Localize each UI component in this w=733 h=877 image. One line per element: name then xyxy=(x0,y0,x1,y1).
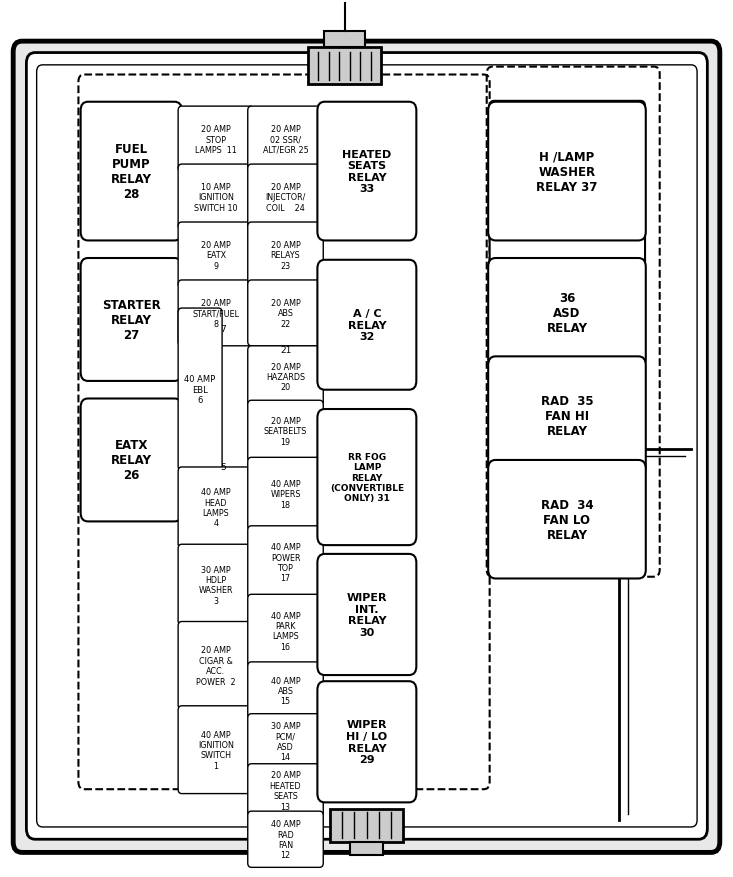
Text: 30 AMP
PCM/
ASD
14: 30 AMP PCM/ ASD 14 xyxy=(270,722,301,761)
Text: 20 AMP
SEATBELTS
19: 20 AMP SEATBELTS 19 xyxy=(264,417,307,446)
Text: 40 AMP
IGNITION
SWITCH
1: 40 AMP IGNITION SWITCH 1 xyxy=(198,730,234,770)
FancyBboxPatch shape xyxy=(178,309,222,471)
FancyBboxPatch shape xyxy=(248,526,323,599)
FancyBboxPatch shape xyxy=(248,714,323,769)
FancyBboxPatch shape xyxy=(248,346,323,408)
Text: FUEL
PUMP
RELAY
28: FUEL PUMP RELAY 28 xyxy=(111,143,152,201)
Text: 20 AMP
ABS
22: 20 AMP ABS 22 xyxy=(270,299,301,328)
FancyBboxPatch shape xyxy=(488,259,646,368)
Text: 20 AMP
EATX
9: 20 AMP EATX 9 xyxy=(201,241,231,270)
FancyBboxPatch shape xyxy=(248,281,323,346)
Text: 21: 21 xyxy=(280,346,292,354)
Text: RAD  35
FAN HI
RELAY: RAD 35 FAN HI RELAY xyxy=(541,395,593,438)
Text: 40 AMP
PARK
LAMPS
16: 40 AMP PARK LAMPS 16 xyxy=(270,611,301,651)
Text: RR FOG
LAMP
RELAY
(CONVERTIBLE
ONLY) 31: RR FOG LAMP RELAY (CONVERTIBLE ONLY) 31 xyxy=(330,453,404,503)
FancyBboxPatch shape xyxy=(248,165,323,231)
Bar xyxy=(628,456,685,814)
Text: EATX
RELAY
26: EATX RELAY 26 xyxy=(111,439,152,481)
Text: 40 AMP
WIPERS
18: 40 AMP WIPERS 18 xyxy=(270,480,301,509)
Text: 7: 7 xyxy=(221,324,226,333)
FancyBboxPatch shape xyxy=(248,595,323,667)
Text: STARTER
RELAY
27: STARTER RELAY 27 xyxy=(102,299,161,341)
FancyBboxPatch shape xyxy=(317,260,416,390)
FancyBboxPatch shape xyxy=(178,165,254,231)
FancyBboxPatch shape xyxy=(248,764,323,817)
FancyBboxPatch shape xyxy=(248,811,323,867)
FancyBboxPatch shape xyxy=(488,357,646,475)
Text: 20 AMP
RELAYS
23: 20 AMP RELAYS 23 xyxy=(270,241,301,270)
Text: 40 AMP
RAD
FAN
12: 40 AMP RAD FAN 12 xyxy=(270,819,301,859)
FancyBboxPatch shape xyxy=(13,42,720,852)
FancyBboxPatch shape xyxy=(178,467,254,548)
Text: 5: 5 xyxy=(221,463,226,472)
Text: 20 AMP
START/FUEL
8: 20 AMP START/FUEL 8 xyxy=(192,299,240,328)
Bar xyxy=(330,809,403,842)
Bar xyxy=(350,842,383,855)
FancyBboxPatch shape xyxy=(81,103,182,241)
FancyBboxPatch shape xyxy=(317,103,416,241)
Bar xyxy=(324,32,364,48)
FancyBboxPatch shape xyxy=(248,223,323,289)
FancyBboxPatch shape xyxy=(178,706,254,794)
Text: HEATED
SEATS
RELAY
33: HEATED SEATS RELAY 33 xyxy=(342,149,391,195)
Bar xyxy=(250,347,321,865)
FancyBboxPatch shape xyxy=(248,401,323,462)
FancyBboxPatch shape xyxy=(178,107,254,173)
FancyBboxPatch shape xyxy=(37,66,697,827)
Text: RAD  34
FAN LO
RELAY: RAD 34 FAN LO RELAY xyxy=(541,498,593,541)
FancyBboxPatch shape xyxy=(178,545,254,625)
Text: 30 AMP
HDLP
WASHER
3: 30 AMP HDLP WASHER 3 xyxy=(199,565,233,605)
Text: 20 AMP
HAZARDS
20: 20 AMP HAZARDS 20 xyxy=(266,362,305,392)
Text: 40 AMP
EBL
6: 40 AMP EBL 6 xyxy=(185,375,216,404)
FancyBboxPatch shape xyxy=(26,53,707,839)
FancyBboxPatch shape xyxy=(178,223,254,289)
FancyBboxPatch shape xyxy=(488,460,646,579)
Text: WIPER
HI / LO
RELAY
29: WIPER HI / LO RELAY 29 xyxy=(346,719,388,765)
Text: 10 AMP
IGNITION
SWITCH 10: 10 AMP IGNITION SWITCH 10 xyxy=(194,183,237,212)
Text: WIPER
INT.
RELAY
30: WIPER INT. RELAY 30 xyxy=(347,592,387,638)
FancyBboxPatch shape xyxy=(317,681,416,802)
FancyBboxPatch shape xyxy=(81,259,182,381)
FancyBboxPatch shape xyxy=(317,410,416,545)
FancyBboxPatch shape xyxy=(488,103,646,241)
Text: 20 AMP
HEATED
SEATS
13: 20 AMP HEATED SEATS 13 xyxy=(270,771,301,810)
FancyBboxPatch shape xyxy=(248,662,323,719)
FancyBboxPatch shape xyxy=(248,458,323,531)
FancyBboxPatch shape xyxy=(317,554,416,675)
Text: 40 AMP
ABS
15: 40 AMP ABS 15 xyxy=(270,676,301,705)
FancyBboxPatch shape xyxy=(81,399,182,522)
FancyBboxPatch shape xyxy=(248,107,323,173)
Text: H /LAMP
WASHER
RELAY 37: H /LAMP WASHER RELAY 37 xyxy=(537,151,597,193)
Text: 20 AMP
INJECTOR/
COIL    24: 20 AMP INJECTOR/ COIL 24 xyxy=(265,183,306,212)
FancyBboxPatch shape xyxy=(178,622,254,709)
Bar xyxy=(308,48,381,85)
Bar xyxy=(619,456,691,820)
Text: 20 AMP
CIGAR &
ACC.
POWER  2: 20 AMP CIGAR & ACC. POWER 2 xyxy=(196,645,236,686)
Text: 36
ASD
RELAY: 36 ASD RELAY xyxy=(547,292,587,335)
Text: A / C
RELAY
32: A / C RELAY 32 xyxy=(347,309,386,342)
Bar xyxy=(180,109,321,344)
FancyBboxPatch shape xyxy=(178,281,254,346)
Text: 40 AMP
POWER
TOP
17: 40 AMP POWER TOP 17 xyxy=(270,543,301,582)
Text: 20 AMP
02 SSR/
ALT/EGR 25: 20 AMP 02 SSR/ ALT/EGR 25 xyxy=(262,125,309,154)
Text: 20 AMP
STOP
LAMPS  11: 20 AMP STOP LAMPS 11 xyxy=(195,125,237,154)
Text: 40 AMP
HEAD
LAMPS
4: 40 AMP HEAD LAMPS 4 xyxy=(201,488,231,528)
Bar xyxy=(180,468,250,791)
FancyBboxPatch shape xyxy=(490,102,645,577)
